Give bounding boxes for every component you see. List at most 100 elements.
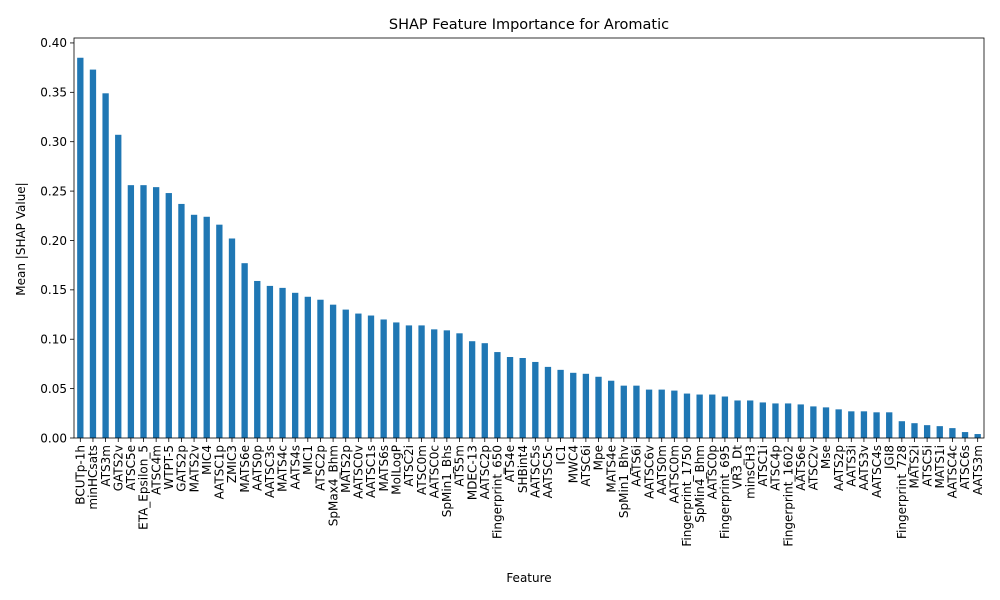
bar-Fingerprint_650 [494,352,501,438]
x-tick-label: MATS6e [238,445,252,493]
bar-minsCH3 [747,400,754,438]
bar-ATSC2p [317,299,324,438]
x-tick-label: MATS2v [187,445,201,492]
x-tick-label: ATSC1i [756,445,770,487]
x-tick-label: ATSC6s [958,445,972,490]
bar-AATSC1s [367,315,375,438]
bar-AATSC0m [671,390,678,438]
bar-WTPT-5 [165,193,172,438]
bar-Mse [822,407,830,438]
bars-group [77,57,981,439]
x-tick-label: ATSC2i [402,445,416,487]
bar-ATSC1i [759,402,766,438]
x-tick-label: MATS4c [276,445,290,492]
bar-ATSC6s [961,432,969,438]
bar-AATSC4s [873,412,880,438]
x-tick-label: MATS2i [908,445,922,489]
x-tick-label: JGI8 [882,445,896,470]
x-tick-label: SpMax4_Bhm [326,445,340,526]
bar-AATSC6v [645,389,653,438]
bar-JGI8 [886,412,893,438]
x-tick-label: AATS0p [250,445,264,491]
x-tick-label: AATS2p [832,445,846,491]
bar-AATSC0c [431,329,438,438]
y-tick-label: 0.30 [40,135,67,149]
bar-MWC4 [570,372,577,438]
x-tick-label: ATSC2p [314,445,328,491]
x-tick-label: GATS2v [111,445,125,491]
x-tick-label: AATSC0p [705,445,719,499]
bar-AATSC0p [709,394,716,438]
y-tick-label: 0.35 [40,86,67,100]
bar-MATS4e [607,380,615,438]
bar-AATS6e [797,404,804,438]
x-tick-label: AATSC5s [529,445,543,498]
bar-IC1 [557,369,564,438]
x-tick-label: AATSC6v [642,445,656,499]
x-tick-label: MIC1 [301,445,315,475]
axes-frame [73,37,985,439]
bar-SpMin1_Bhs [443,330,451,438]
bar-MATS2i [911,423,918,438]
bar-MATS1i [936,426,943,438]
y-tick-label: 0.25 [40,184,67,198]
x-tick-label: ATS3m [99,445,113,487]
bar-ATS4e [506,357,514,438]
bar-minHCsats [89,69,97,438]
x-tick-label: Fingerprint_650 [491,445,505,539]
x-tick-label: AATSC0m [668,445,682,503]
bar-Fingerprint_1602 [784,403,792,438]
bar-MolLogP [393,322,400,438]
bar-AATSC0v [355,313,362,438]
bar-VR3_Dt [734,400,741,438]
bar-ZMIC3 [228,238,236,438]
bar-MATS6s [380,319,387,438]
x-tick-label: MATS6s [377,445,391,491]
x-tick-label: AATSC1p [213,445,227,499]
x-tick-label: AATSC1s [364,445,378,498]
bar-AATSC2p [481,343,488,438]
x-tick-label: ETA_Epsilon_5 [137,445,151,530]
bar-AATS4s [292,292,299,438]
x-tick-label: minsCH3 [743,445,757,499]
x-tick-label: SpMin1_Bhs [440,445,454,517]
x-tick-label: GATS2p [175,445,189,492]
x-tick-label: ATSC6i [579,445,593,487]
x-tick-label: ZMIC3 [225,445,239,483]
x-tick-label: Fingerprint_695 [718,445,732,539]
bar-ATSC5i [923,425,931,438]
y-ticks-group: 0.00 0.05 0.10 0.15 0.20 0.25 0.30 0.35 0.40 [40,36,74,445]
x-tick-label: IC1 [554,445,568,465]
x-tick-label: AATS6i [630,445,644,487]
bar-MATS4c [279,287,286,438]
bar-GATS2v [115,134,122,439]
y-tick-label: 0.15 [40,283,67,297]
x-tick-label: MATS2p [339,445,353,493]
bar-ATSC4m [152,187,160,438]
x-tick-label: Fingerprint_1750 [680,445,694,547]
bar-MATS6e [241,263,248,438]
bar-ATS5m [456,333,463,438]
x-tick-label: Mse [819,445,833,469]
y-tick-label: 0.20 [40,234,67,248]
x-tick-label: AATSC2p [478,445,492,499]
x-tick-label: MATS4e [604,445,618,493]
x-tick-label: AATS4s [288,445,302,490]
bar-AATSC1p [216,224,223,438]
x-tick-label: ATSC4p [769,445,783,491]
x-tick-label: AATS3i [844,445,858,487]
x-tick-label: AATSC0c [427,445,441,498]
bar-Fingerprint_1750 [683,393,691,438]
bar-SpMin4_Bhm [696,394,703,438]
bar-Mpe [595,376,602,438]
bar-AATS6i [633,385,640,438]
bar-AATS2p [835,409,842,438]
x-tick-label: ATSC4m [149,445,163,495]
x-tick-label: AATSC3s [263,445,277,498]
x-tick-label: MWC4 [566,445,580,483]
x-tick-label: ATS5m [453,445,467,487]
bar-ATSC6i [582,373,590,438]
x-tick-label: MIC4 [200,445,214,475]
x-tick-label: SHBint4 [516,445,530,493]
y-tick-label: 0.05 [40,382,67,396]
